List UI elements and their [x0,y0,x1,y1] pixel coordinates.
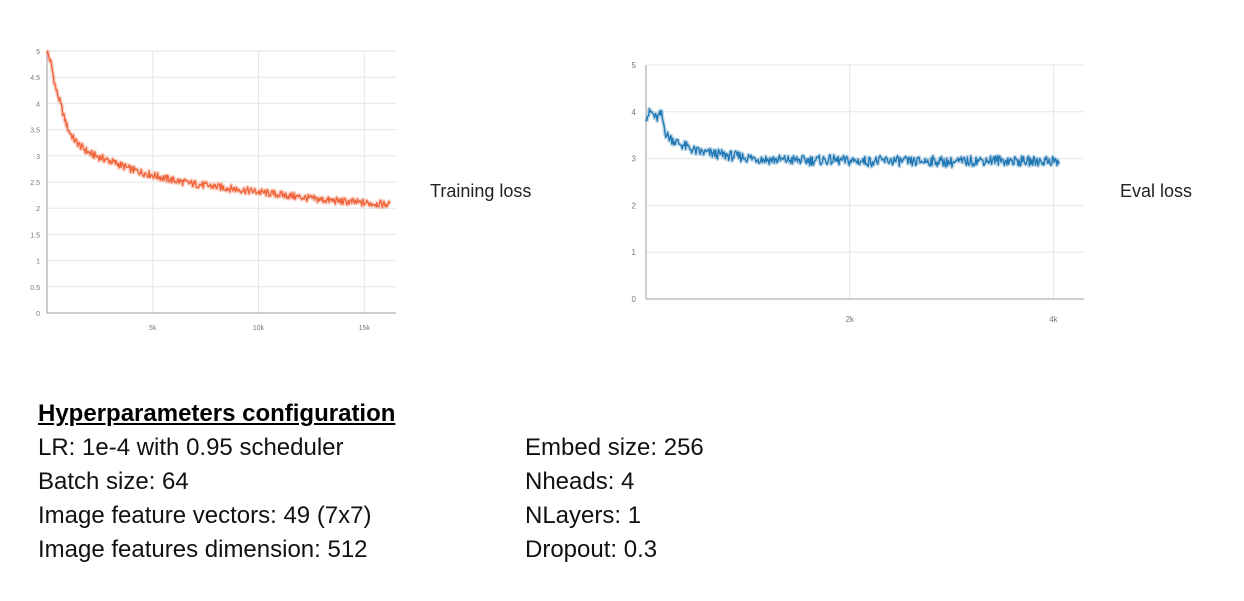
hp-nlayers: NLayers: 1 [525,502,642,529]
y-tick-label: 4 [36,101,40,108]
eval-loss-label: Eval loss [1120,181,1193,201]
hyperparameters-left-column: LR: 1e-4 with 0.95 scheduler Batch size:… [38,431,372,567]
y-tick-label: 0.5 [30,285,40,292]
y-tick-label: 3.5 [30,128,40,135]
y-tick-label: 2.5 [30,180,40,187]
y-tick-label: 1 [632,248,637,257]
hp-image-feature-vectors: Image feature vectors: 49 (7x7) [38,502,372,529]
training-loss-chart: 0 0.5 1 1.5 2 2.5 3 3.5 4 4.5 5 5k 10k 15k [30,49,396,332]
y-tick-label: 4 [632,108,637,117]
y-tick-label: 0 [632,295,637,304]
eval-loss-chart: 0 1 2 3 4 5 2k 4k [632,61,1084,324]
hyperparameters-right-column: Embed size: 256 Nheads: 4 NLayers: 1 Dro… [525,431,704,567]
x-tick-label: 5k [149,325,157,332]
y-tick-label: 5 [632,61,637,70]
y-tick-label: 3 [632,155,637,164]
hp-learning-rate: LR: 1e-4 with 0.95 scheduler [38,434,344,461]
x-tick-label: 10k [253,325,265,332]
training-loss-label: Training loss [430,181,532,201]
series-line [645,108,1060,168]
y-tick-label: 2 [632,201,637,210]
hp-embed-size: Embed size: 256 [525,434,704,461]
series-line [46,50,391,209]
y-tick-label: 4.5 [30,75,40,82]
hp-nheads: Nheads: 4 [525,468,635,495]
hyperparameters-title: Hyperparameters configuration [38,400,396,427]
x-tick-label: 15k [359,325,371,332]
y-tick-label: 2 [36,206,40,213]
y-tick-label: 0 [36,311,40,318]
x-tick-label: 2k [845,315,854,324]
y-tick-label: 1.5 [30,232,40,239]
hp-batch-size: Batch size: 64 [38,468,189,495]
x-tick-label: 4k [1049,315,1058,324]
hp-image-features-dimension: Image features dimension: 512 [38,536,368,563]
y-tick-label: 3 [36,154,40,161]
y-tick-label: 1 [36,259,40,266]
hp-dropout: Dropout: 0.3 [525,536,658,563]
y-tick-label: 5 [36,49,40,56]
